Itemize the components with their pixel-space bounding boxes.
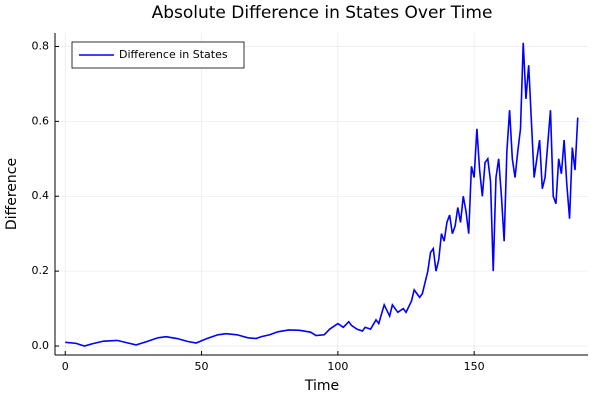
x-tick-label: 150 — [464, 360, 485, 373]
y-tick-label: 0.0 — [32, 339, 50, 352]
y-tick-label: 0.6 — [32, 114, 50, 127]
y-tick-label: 0.4 — [32, 189, 50, 202]
chart-title: Absolute Difference in States Over Time — [152, 3, 493, 23]
x-tick-label: 50 — [195, 360, 209, 373]
x-tick-label: 100 — [327, 360, 348, 373]
legend-label: Difference in States — [119, 48, 228, 61]
y-tick-label: 0.2 — [32, 264, 50, 277]
line — [65, 42, 579, 347]
y-tick-label: 0.8 — [32, 39, 50, 52]
x-axis-label: Time — [304, 378, 339, 394]
x-tick-label: 0 — [62, 360, 69, 373]
y-axis-label: Difference — [4, 158, 20, 230]
